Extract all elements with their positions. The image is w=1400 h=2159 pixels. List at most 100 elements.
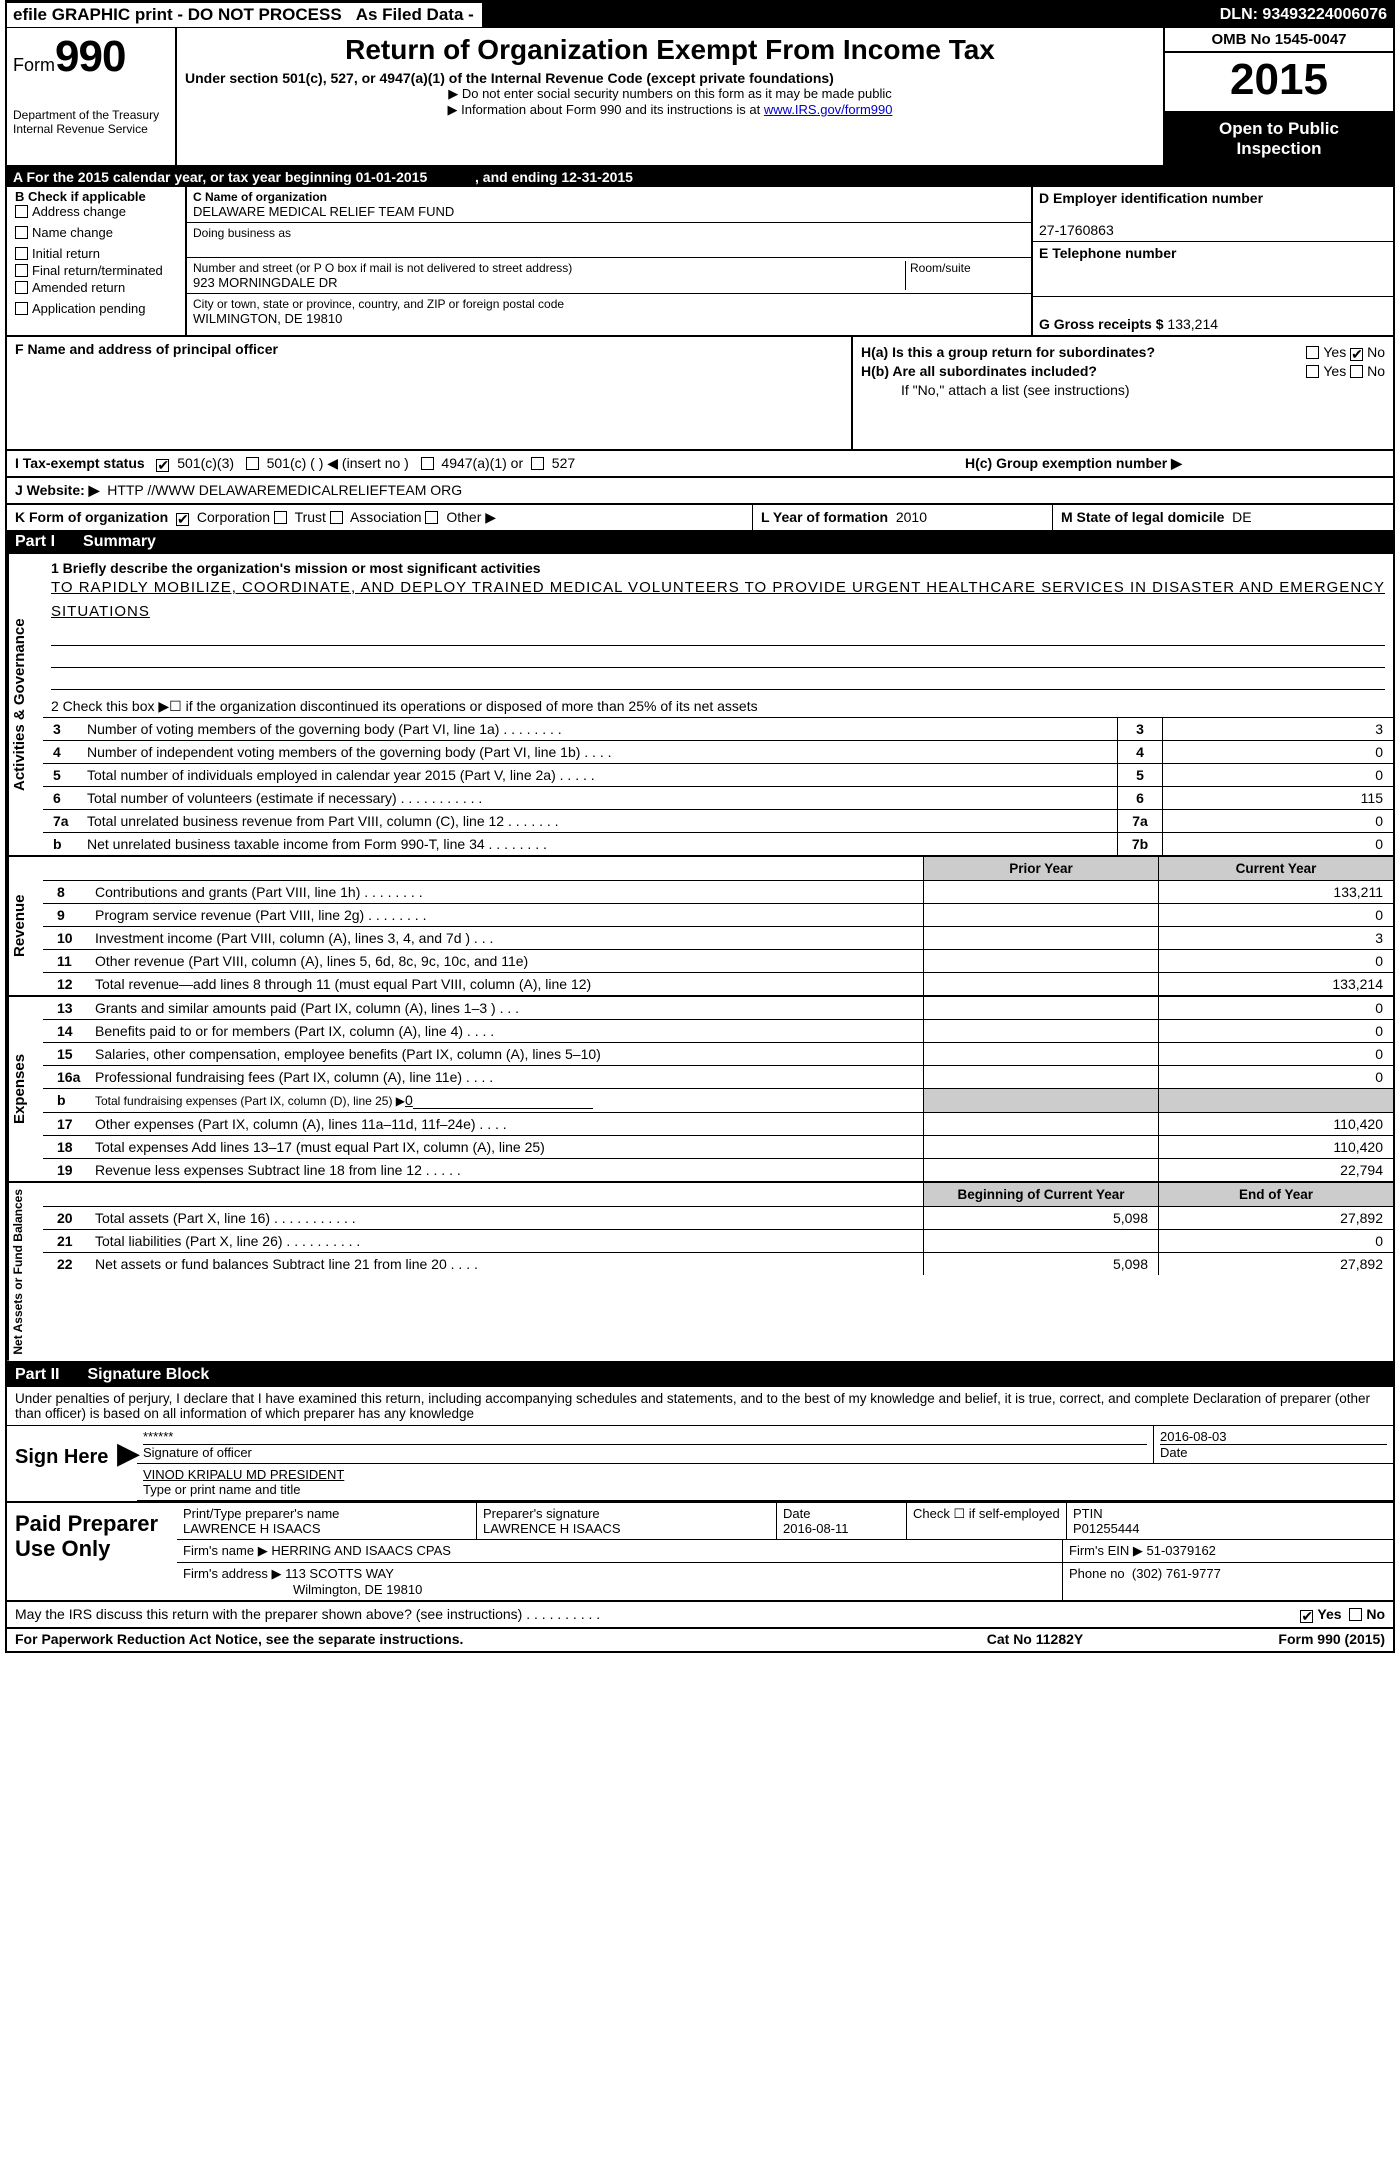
side-label-expenses: Expenses bbox=[7, 997, 43, 1181]
h-note: If "No," attach a list (see instructions… bbox=[861, 382, 1385, 398]
col-c: C Name of organization DELAWARE MEDICAL … bbox=[187, 187, 1033, 335]
exp-line-17: 17Other expenses (Part IX, column (A), l… bbox=[43, 1112, 1393, 1135]
exp-line-19: 19Revenue less expenses Subtract line 18… bbox=[43, 1158, 1393, 1181]
exp-line-16a: 16aProfessional fundraising fees (Part I… bbox=[43, 1065, 1393, 1088]
asfiled-label: As Filed Data - bbox=[350, 3, 482, 27]
preparer-signature: LAWRENCE H ISAACS bbox=[483, 1521, 621, 1536]
col-current-year: Current Year bbox=[1158, 857, 1393, 880]
f-officer: F Name and address of principal officer bbox=[7, 337, 853, 449]
net-line-20: 20Total assets (Part X, line 16) . . . .… bbox=[43, 1206, 1393, 1229]
officer-sign-date: 2016-08-03 bbox=[1160, 1429, 1227, 1444]
top-bar: efile GRAPHIC print - DO NOT PROCESS As … bbox=[7, 2, 1393, 28]
col-end: End of Year bbox=[1158, 1183, 1393, 1206]
cb-assoc[interactable] bbox=[330, 511, 343, 524]
form-header: Form990 Department of the Treasury Inter… bbox=[7, 28, 1393, 167]
hb-yes-cb[interactable] bbox=[1306, 365, 1319, 378]
cb-final-return[interactable]: Final return/terminated bbox=[15, 263, 181, 278]
cb-initial-return[interactable]: Initial return bbox=[15, 246, 181, 261]
mission-text: TO RAPIDLY MOBILIZE, COORDINATE, AND DEP… bbox=[51, 579, 1385, 620]
p1-revenue: Revenue Prior Year Current Year 8Contrib… bbox=[7, 857, 1393, 997]
h-c: H(c) Group exemption number ▶ bbox=[965, 455, 1385, 472]
sign-arrow-icon: ▶ bbox=[117, 1426, 137, 1501]
part-ii-header: Part II Signature Block bbox=[7, 1363, 1393, 1387]
side-label-governance: Activities & Governance bbox=[7, 554, 43, 855]
firm-ein: 51-0379162 bbox=[1147, 1543, 1216, 1558]
gov-line-7a: 7aTotal unrelated business revenue from … bbox=[43, 809, 1393, 832]
cb-501c3[interactable] bbox=[156, 459, 169, 472]
p1-expenses: Expenses 13Grants and similar amounts pa… bbox=[7, 997, 1393, 1183]
cb-other[interactable] bbox=[425, 511, 438, 524]
gov-line-4: 4Number of independent voting members of… bbox=[43, 740, 1393, 763]
i-row: I Tax-exempt status 501(c)(3) 501(c) ( )… bbox=[7, 449, 1393, 476]
form-990-page: efile GRAPHIC print - DO NOT PROCESS As … bbox=[5, 0, 1395, 1653]
org-street: 923 MORNINGDALE DR bbox=[193, 275, 905, 290]
cb-address-change[interactable]: Address change bbox=[15, 204, 181, 219]
net-line-22: 22Net assets or fund balances Subtract l… bbox=[43, 1252, 1393, 1275]
dln: DLN: 93493224006076 bbox=[1214, 4, 1393, 26]
footer-left: For Paperwork Reduction Act Notice, see … bbox=[15, 1631, 885, 1647]
net-line-21: 21Total liabilities (Part X, line 26) . … bbox=[43, 1229, 1393, 1252]
cb-501c[interactable] bbox=[246, 457, 259, 470]
col-d-e-g: D Employer identification number 27-1760… bbox=[1033, 187, 1393, 335]
dept-irs: Internal Revenue Service bbox=[13, 122, 169, 136]
officer-signature: ****** bbox=[143, 1429, 173, 1444]
dept-treasury: Department of the Treasury bbox=[13, 108, 169, 122]
dba-cell: Doing business as bbox=[187, 223, 1031, 258]
hb-no-cb[interactable] bbox=[1350, 365, 1363, 378]
sign-here-label: Sign Here bbox=[7, 1426, 117, 1501]
gross-receipts: 133,214 bbox=[1167, 316, 1218, 332]
instr-link: ▶ Information about Form 990 and its ins… bbox=[185, 102, 1155, 118]
fin-header-prior-current: Prior Year Current Year bbox=[43, 857, 1393, 880]
rev-line-10: 10Investment income (Part VIII, column (… bbox=[43, 926, 1393, 949]
discuss-no-cb[interactable] bbox=[1349, 1608, 1362, 1621]
irs-link[interactable]: www.IRS.gov/form990 bbox=[764, 102, 893, 117]
part-i-header: Part I Summary bbox=[7, 530, 1393, 554]
preparer-name: LAWRENCE H ISAACS bbox=[183, 1521, 321, 1536]
rev-line-8: 8Contributions and grants (Part VIII, li… bbox=[43, 880, 1393, 903]
discuss-yes-cb[interactable] bbox=[1300, 1610, 1313, 1623]
firm-phone: (302) 761-9777 bbox=[1132, 1566, 1221, 1581]
line-2-checkbox: 2 Check this box ▶☐ if the organization … bbox=[43, 692, 1393, 717]
section-b-to-g: B Check if applicable Address change Nam… bbox=[7, 187, 1393, 335]
g-receipts-cell: G Gross receipts $ 133,214 bbox=[1033, 297, 1393, 335]
address-cell: Number and street (or P O box if mail is… bbox=[187, 258, 1031, 294]
p1-governance: Activities & Governance 1 Briefly descri… bbox=[7, 554, 1393, 857]
cb-trust[interactable] bbox=[274, 511, 287, 524]
exp-line-15: 15Salaries, other compensation, employee… bbox=[43, 1042, 1393, 1065]
discuss-row: May the IRS discuss this return with the… bbox=[7, 1602, 1393, 1629]
paid-preparer-block: Paid Preparer Use Only Print/Type prepar… bbox=[7, 1503, 1393, 1602]
exp-line-13: 13Grants and similar amounts paid (Part … bbox=[43, 997, 1393, 1019]
cb-name-change[interactable]: Name change bbox=[15, 225, 181, 240]
cb-application-pending[interactable]: Application pending bbox=[15, 301, 181, 316]
col-prior-year: Prior Year bbox=[923, 857, 1158, 880]
rev-line-9: 9Program service revenue (Part VIII, lin… bbox=[43, 903, 1393, 926]
ptin-value: P01255444 bbox=[1073, 1521, 1140, 1536]
self-employed-cb[interactable]: Check ☐ if self-employed bbox=[913, 1506, 1060, 1521]
paid-preparer-label: Paid Preparer Use Only bbox=[7, 1503, 177, 1600]
ha-no-cb[interactable] bbox=[1350, 348, 1363, 361]
exp-line-14: 14Benefits paid to or for members (Part … bbox=[43, 1019, 1393, 1042]
rev-line-12: 12Total revenue—add lines 8 through 11 (… bbox=[43, 972, 1393, 995]
klm-row: K Form of organization Corporation Trust… bbox=[7, 503, 1393, 530]
j-row: J Website: ▶ HTTP //WWW DELAWAREMEDICALR… bbox=[7, 476, 1393, 503]
instr-ssn: ▶ Do not enter social security numbers o… bbox=[185, 86, 1155, 102]
org-name: DELAWARE MEDICAL RELIEF TEAM FUND bbox=[193, 204, 1025, 219]
cb-amended-return[interactable]: Amended return bbox=[15, 280, 181, 295]
col-beginning: Beginning of Current Year bbox=[923, 1183, 1158, 1206]
col-b-checkboxes: B Check if applicable Address change Nam… bbox=[7, 187, 187, 335]
cb-4947[interactable] bbox=[421, 457, 434, 470]
exp-line-18: 18Total expenses Add lines 13–17 (must e… bbox=[43, 1135, 1393, 1158]
p1-net-assets: Net Assets or Fund Balances Beginning of… bbox=[7, 1183, 1393, 1363]
form-subtitle: Under section 501(c), 527, or 4947(a)(1)… bbox=[185, 70, 1155, 86]
c-name-cell: C Name of organization DELAWARE MEDICAL … bbox=[187, 187, 1031, 223]
tax-year: 2015 bbox=[1165, 53, 1393, 113]
firm-name: HERRING AND ISAACS CPAS bbox=[271, 1543, 451, 1558]
b-label: B Check if applicable bbox=[15, 189, 181, 204]
e-phone-cell: E Telephone number bbox=[1033, 242, 1393, 297]
ha-yes-cb[interactable] bbox=[1306, 346, 1319, 359]
footer-row: For Paperwork Reduction Act Notice, see … bbox=[7, 1629, 1393, 1651]
cb-527[interactable] bbox=[531, 457, 544, 470]
omb-number: OMB No 1545-0047 bbox=[1165, 28, 1393, 53]
section-f-h: F Name and address of principal officer … bbox=[7, 335, 1393, 449]
cb-corp[interactable] bbox=[176, 513, 189, 526]
